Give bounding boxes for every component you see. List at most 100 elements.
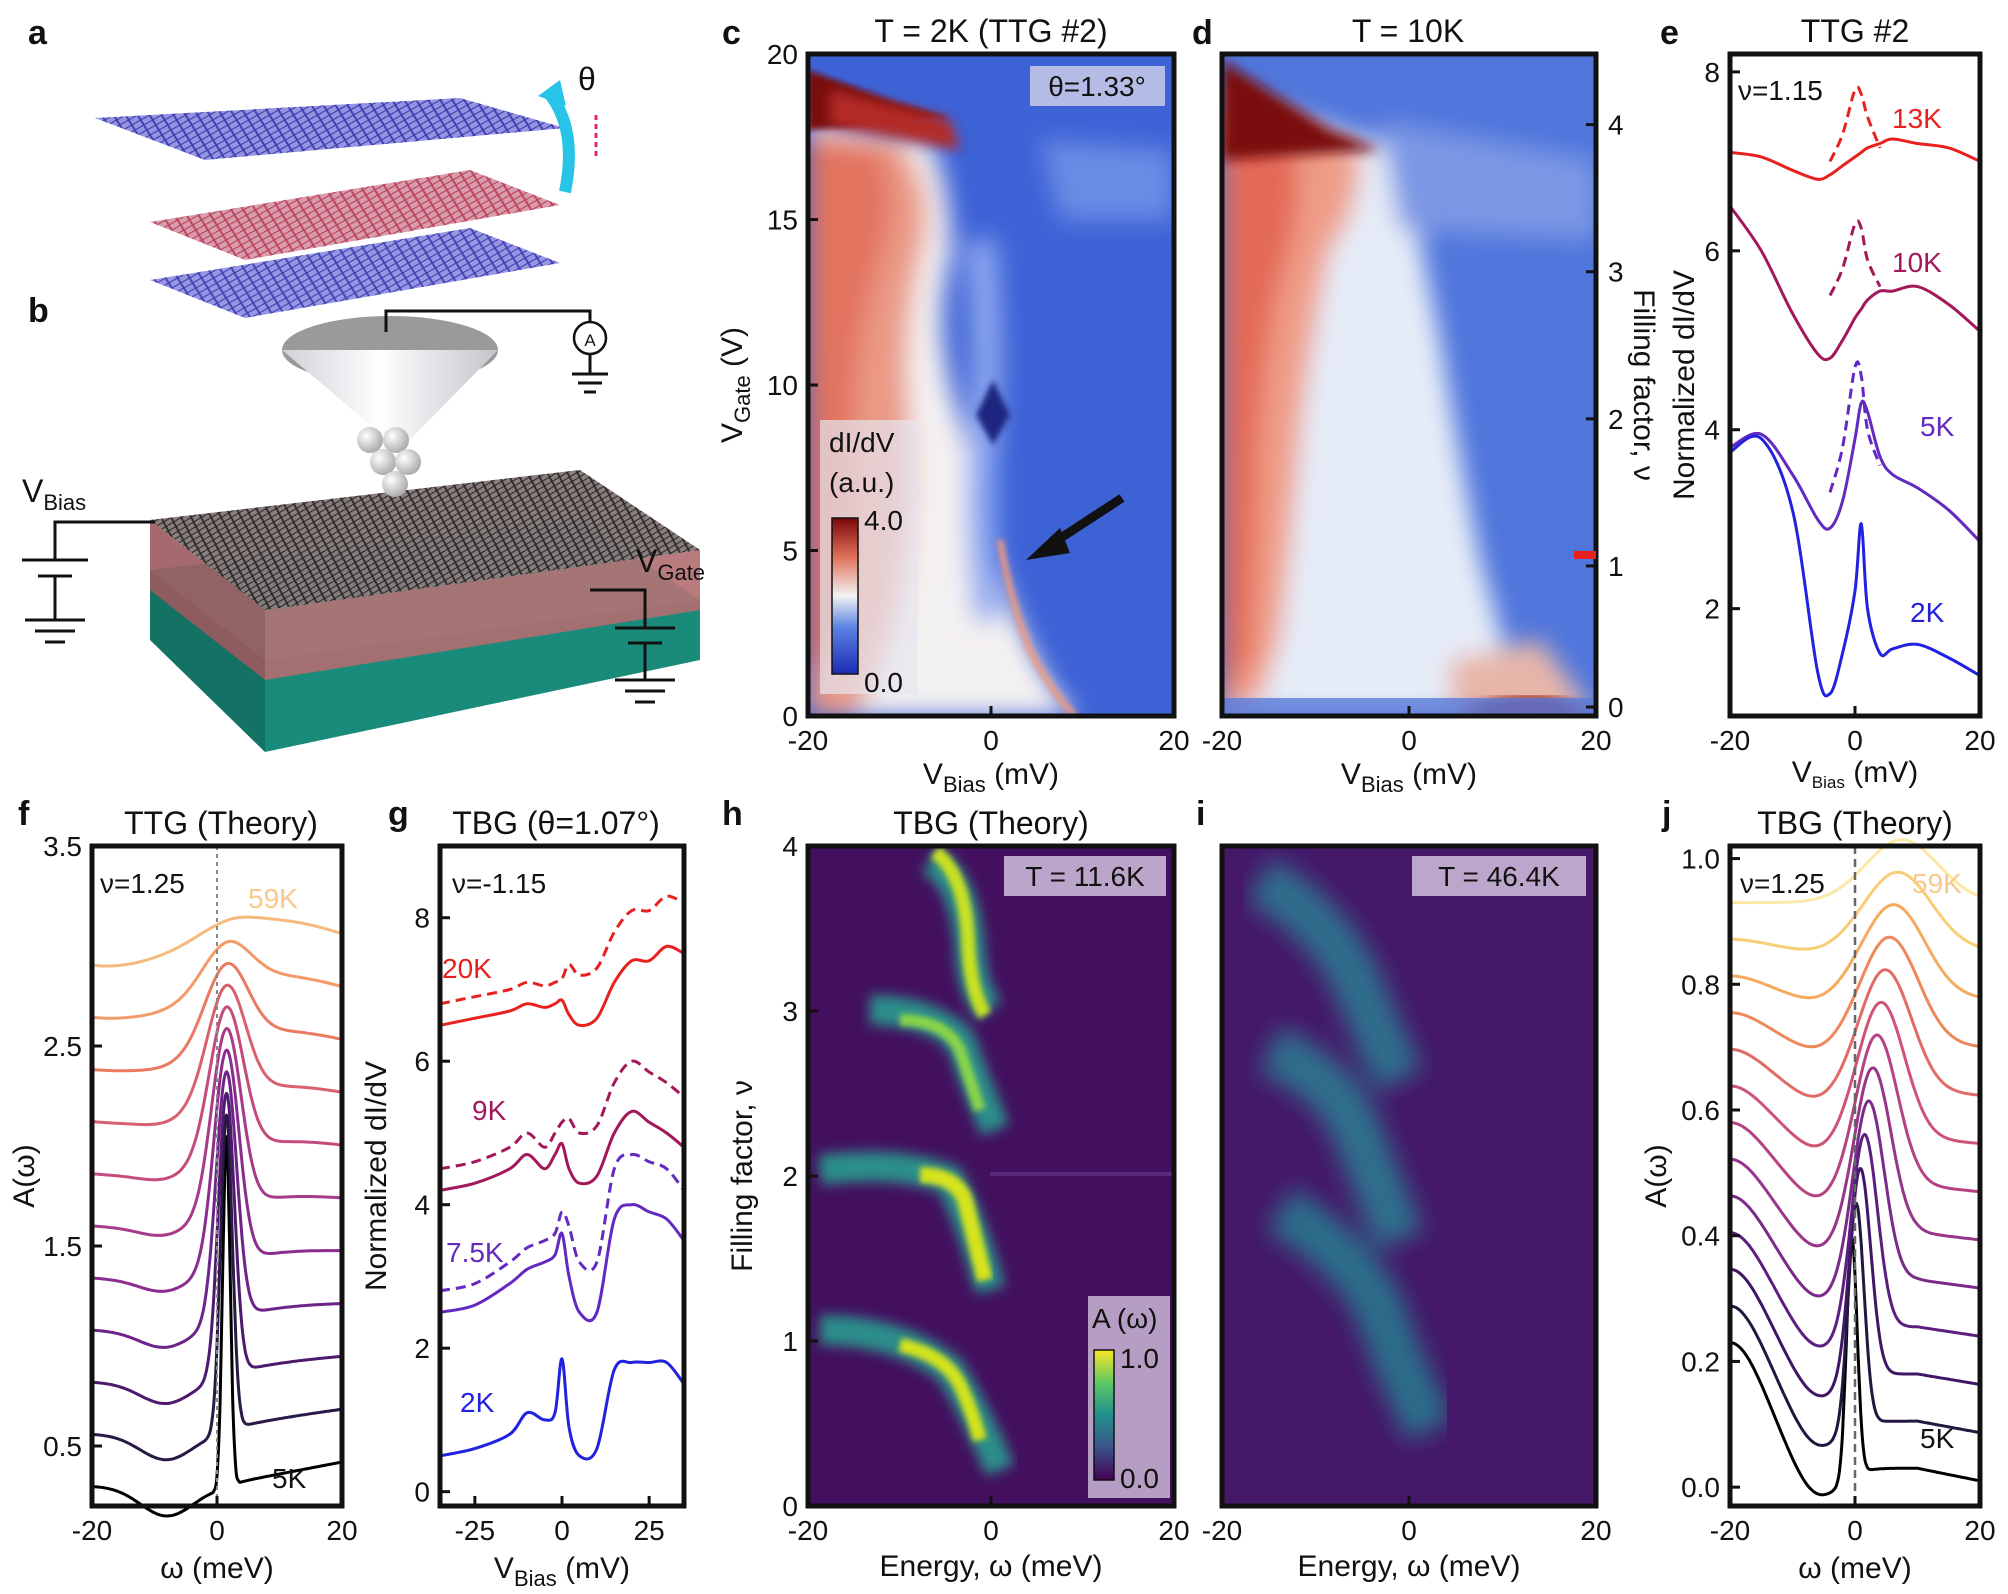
h-temp-box [1004, 856, 1166, 896]
h-ytick-label: 3 [782, 996, 798, 1027]
f-curve [91, 1027, 343, 1237]
tip-wire [384, 309, 592, 332]
panel-letter-d: d [1192, 14, 1213, 52]
graphene-bottom-layer [150, 228, 560, 318]
map-d-xtick-label: 20 [1580, 725, 1611, 756]
e-xtick-label: -20 [1710, 725, 1750, 756]
map-c-xtick-label: -20 [788, 725, 828, 756]
j-label-5k: 5K [1920, 1423, 1955, 1454]
panel-letter-e: e [1660, 14, 1679, 52]
f-frame [89, 843, 345, 1509]
e-label-13k: 13K [1892, 103, 1942, 134]
e-plot: -20 0 20 2 4 6 8 [1704, 57, 1995, 756]
j-curve [1729, 1033, 1981, 1198]
map-c-arrow-icon [1026, 494, 1125, 560]
tip-apex-atoms [357, 427, 421, 497]
i-temp-box [1412, 856, 1586, 896]
map-d-right-tick-label: 1 [1608, 551, 1624, 582]
i-ticks: -20 0 20 [1202, 1496, 1612, 1546]
e-label-10k: 10K [1892, 247, 1942, 278]
e-label-5k: 5K [1920, 411, 1955, 442]
g-title: TBG (θ=1.07°) [452, 805, 660, 841]
g-label-20k: 20K [442, 953, 492, 984]
graphene-top-layer [95, 98, 565, 160]
g-ylabel: Normalized dI/dV [360, 1061, 393, 1291]
e-xlabel: VBias (mV) [1792, 756, 1918, 792]
j-xtick-label: 20 [1964, 1515, 1995, 1546]
e-ylabel: Normalized dI/dV [1668, 270, 1701, 500]
panel-letter-f: f [18, 795, 30, 833]
i-xtick-label: -20 [1202, 1515, 1242, 1546]
map-c-colorbar-max: 4.0 [864, 505, 903, 536]
j-plot: -20 0 20 0.0 0.2 0.4 0.6 0.8 1.0 [1681, 838, 1996, 1546]
e-series-10K [1728, 205, 1981, 362]
f-curve [91, 939, 343, 1020]
e-ytick-label: 2 [1704, 594, 1720, 625]
j-label-59k: 59K [1912, 868, 1962, 899]
f-curve [91, 1091, 343, 1406]
map-c-xtick-label: 20 [1158, 725, 1189, 756]
f-ytick-label: 2.5 [43, 1031, 82, 1062]
h-colorbar-max: 1.0 [1120, 1343, 1159, 1374]
panel-letter-j: j [1661, 795, 1671, 833]
g-ytick-label: 0 [414, 1477, 430, 1508]
i-xlabel: Energy, ω (meV) [1298, 1550, 1521, 1583]
map-d-right-tick-label: 0 [1608, 692, 1624, 723]
theta-label: θ [578, 61, 596, 97]
map-c-ytick-label: 20 [767, 39, 798, 70]
h-colorbar-min: 0.0 [1120, 1463, 1159, 1494]
g-nu: ν=-1.15 [452, 868, 546, 899]
panel-j: j TBG (Theory) -20 0 200.00.20.40.60.81.0 … [1640, 795, 1996, 1585]
e-series-2K [1729, 434, 1981, 698]
h-ytick-label: 0 [782, 1491, 798, 1522]
e-xtick-label: 0 [1847, 725, 1863, 756]
gate-wire [590, 588, 647, 628]
g-ytick-label: 4 [414, 1190, 430, 1221]
vbias-label: VBias [22, 473, 86, 515]
twist-arrow-icon [543, 88, 575, 194]
j-xtick-label: -20 [1710, 1515, 1750, 1546]
map-d-xlabel: VBias (mV) [1341, 758, 1477, 797]
map-d-title: T = 10K [1352, 13, 1464, 49]
ammeter-ground-icon [572, 354, 608, 394]
j-ytick-label: 0.4 [1681, 1221, 1720, 1252]
g-ytick-label: 2 [414, 1333, 430, 1364]
j-title: TBG (Theory) [1757, 805, 1953, 841]
panel-a: a θ [28, 14, 598, 318]
dielectric-front [265, 550, 700, 680]
h-colorbar: A (ω) 1.0 0.0 [1088, 1296, 1170, 1498]
substrate-front [265, 600, 700, 752]
panel-letter-b: b [28, 292, 49, 330]
g-series-7.5K [439, 1203, 686, 1323]
f-curve [91, 1048, 343, 1293]
graphene-middle-layer [150, 170, 560, 260]
map-c-ytick-label: 10 [767, 370, 798, 401]
g-xlabel: VBias (mV) [494, 1552, 630, 1591]
g-plot: -25 0 25 0 2 4 6 8 [414, 894, 686, 1546]
map-c-ytick-label: 0 [782, 701, 798, 732]
panel-b: b A VBias [22, 292, 705, 752]
map-c-ytick-label: 5 [782, 536, 798, 567]
j-xtick-label: 0 [1847, 1515, 1863, 1546]
f-xtick-label: 20 [326, 1515, 357, 1546]
j-ytick-label: 0.2 [1681, 1346, 1720, 1377]
g-ytick-label: 6 [414, 1046, 430, 1077]
map-c-colorbar-title-2: (a.u.) [829, 467, 894, 498]
j-ylabel: A(ω) [1640, 1144, 1673, 1207]
map-c-angle-box [1030, 66, 1165, 106]
f-nu: ν=1.25 [100, 868, 185, 899]
j-xlabel: ω (meV) [1798, 1552, 1911, 1585]
map-c-xlabel: VBias (mV) [923, 758, 1059, 797]
e-dashed-5K [1828, 360, 1882, 493]
h-ylabel: Filling factor, ν [726, 1080, 759, 1272]
substrate-side [150, 570, 265, 752]
map-d-right-label: Filling factor, ν [1627, 289, 1660, 481]
f-title: TTG (Theory) [124, 805, 318, 841]
i-xtick-label: 0 [1401, 1515, 1417, 1546]
e-dashed-10K [1828, 219, 1882, 297]
map-d-right-tick-label: 4 [1608, 110, 1624, 141]
f-curve [91, 915, 343, 968]
